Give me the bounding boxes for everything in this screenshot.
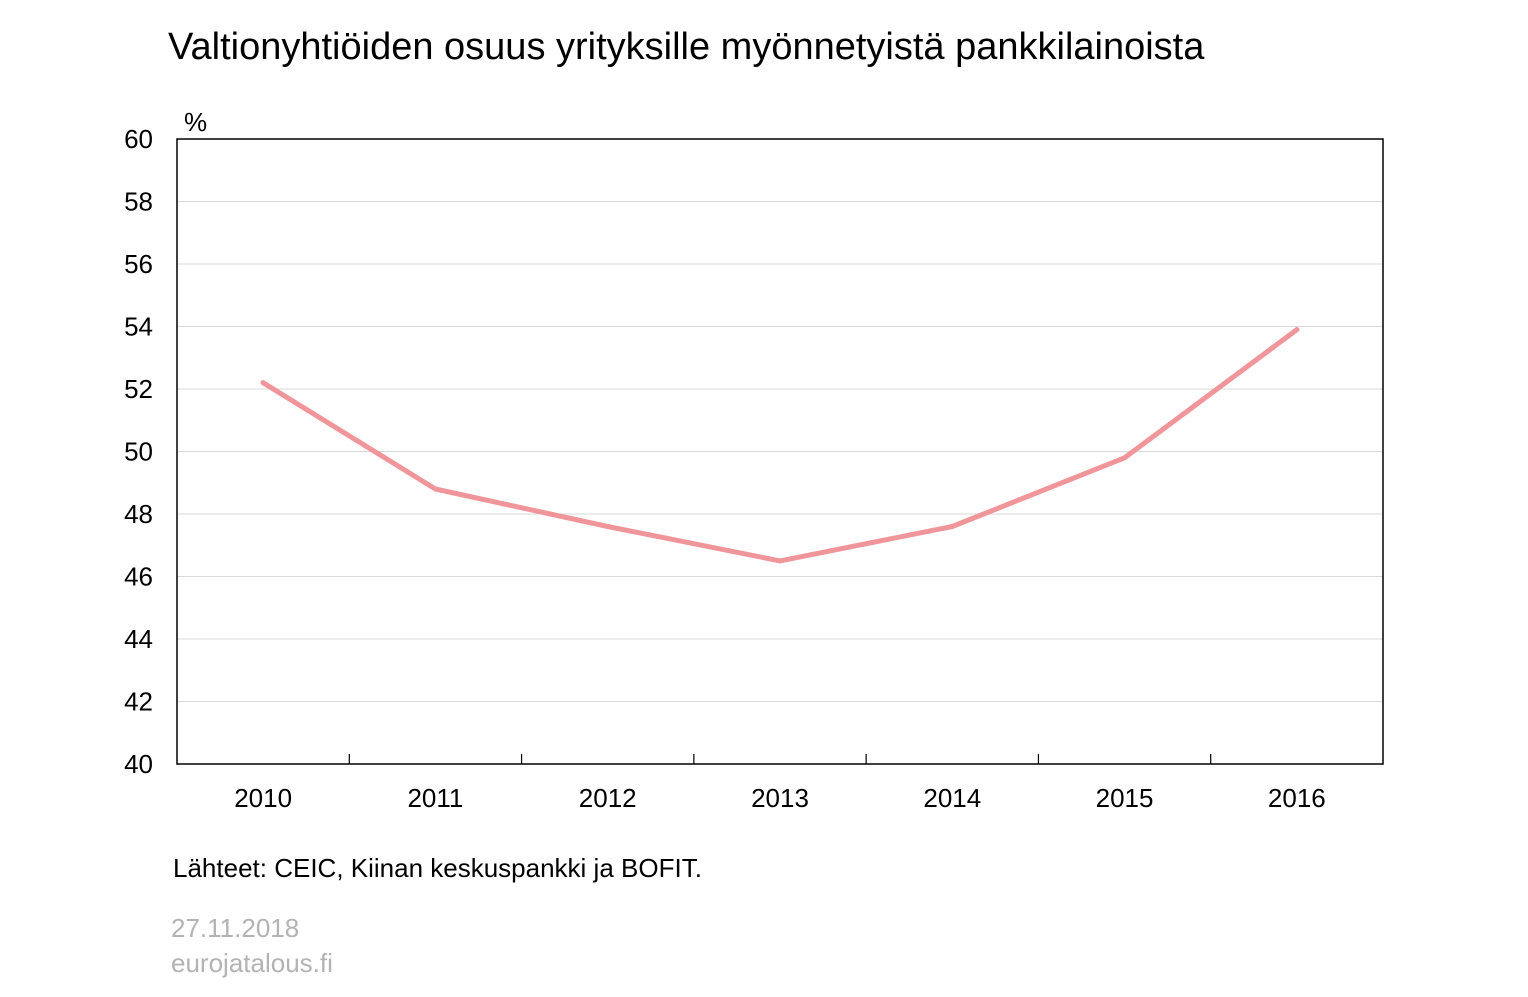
y-tick-label: 44	[124, 624, 153, 654]
data-point-2016	[1294, 327, 1300, 333]
data-point-2011	[432, 486, 438, 492]
x-axis-labels: 2010 2011 2012 2013 2014 2015 2016	[234, 783, 1326, 813]
x-axis-ticks	[348, 754, 1212, 764]
x-tick-label: 2013	[751, 783, 809, 813]
y-tick-label: 58	[124, 187, 153, 217]
y-tick-label: 40	[124, 749, 153, 779]
x-tick-label: 2012	[579, 783, 637, 813]
y-tick-label: 46	[124, 562, 153, 592]
series-line-0	[260, 327, 1300, 564]
y-tick-label: 56	[124, 249, 153, 279]
chart-title: Valtionyhtiöiden osuus yrityksille myönn…	[168, 26, 1205, 68]
x-tick-label: 2010	[234, 783, 292, 813]
y-tick-label: 52	[124, 374, 153, 404]
data-point-2012	[605, 524, 611, 529]
gridlines	[177, 201, 1383, 702]
plot-frame	[176, 138, 1384, 765]
source-note: Lähteet: CEIC, Kiinan keskuspankki ja BO…	[173, 853, 702, 883]
data-point-2010	[260, 380, 266, 386]
series-layer	[260, 327, 1300, 564]
data-point-2013	[777, 558, 783, 564]
x-tick-label: 2016	[1268, 783, 1326, 813]
x-tick-label: 2015	[1096, 783, 1154, 813]
y-tick-label: 42	[124, 687, 153, 717]
y-tick-label: 54	[124, 312, 153, 342]
data-point-2014	[949, 524, 955, 529]
y-tick-label: 48	[124, 499, 153, 529]
date-stamp: 27.11.2018	[171, 913, 300, 943]
x-tick-label: 2014	[923, 783, 981, 813]
x-tick-label: 2011	[407, 783, 463, 813]
y-tick-label: 50	[124, 437, 153, 467]
site-stamp: eurojatalous.fi	[171, 948, 333, 978]
y-axis-unit-label: %	[184, 107, 207, 137]
y-axis-labels: 40 42 44 46 48 50 52 54 56 58 60	[124, 124, 153, 779]
data-point-2015	[1122, 455, 1128, 461]
y-tick-label: 60	[124, 124, 153, 154]
